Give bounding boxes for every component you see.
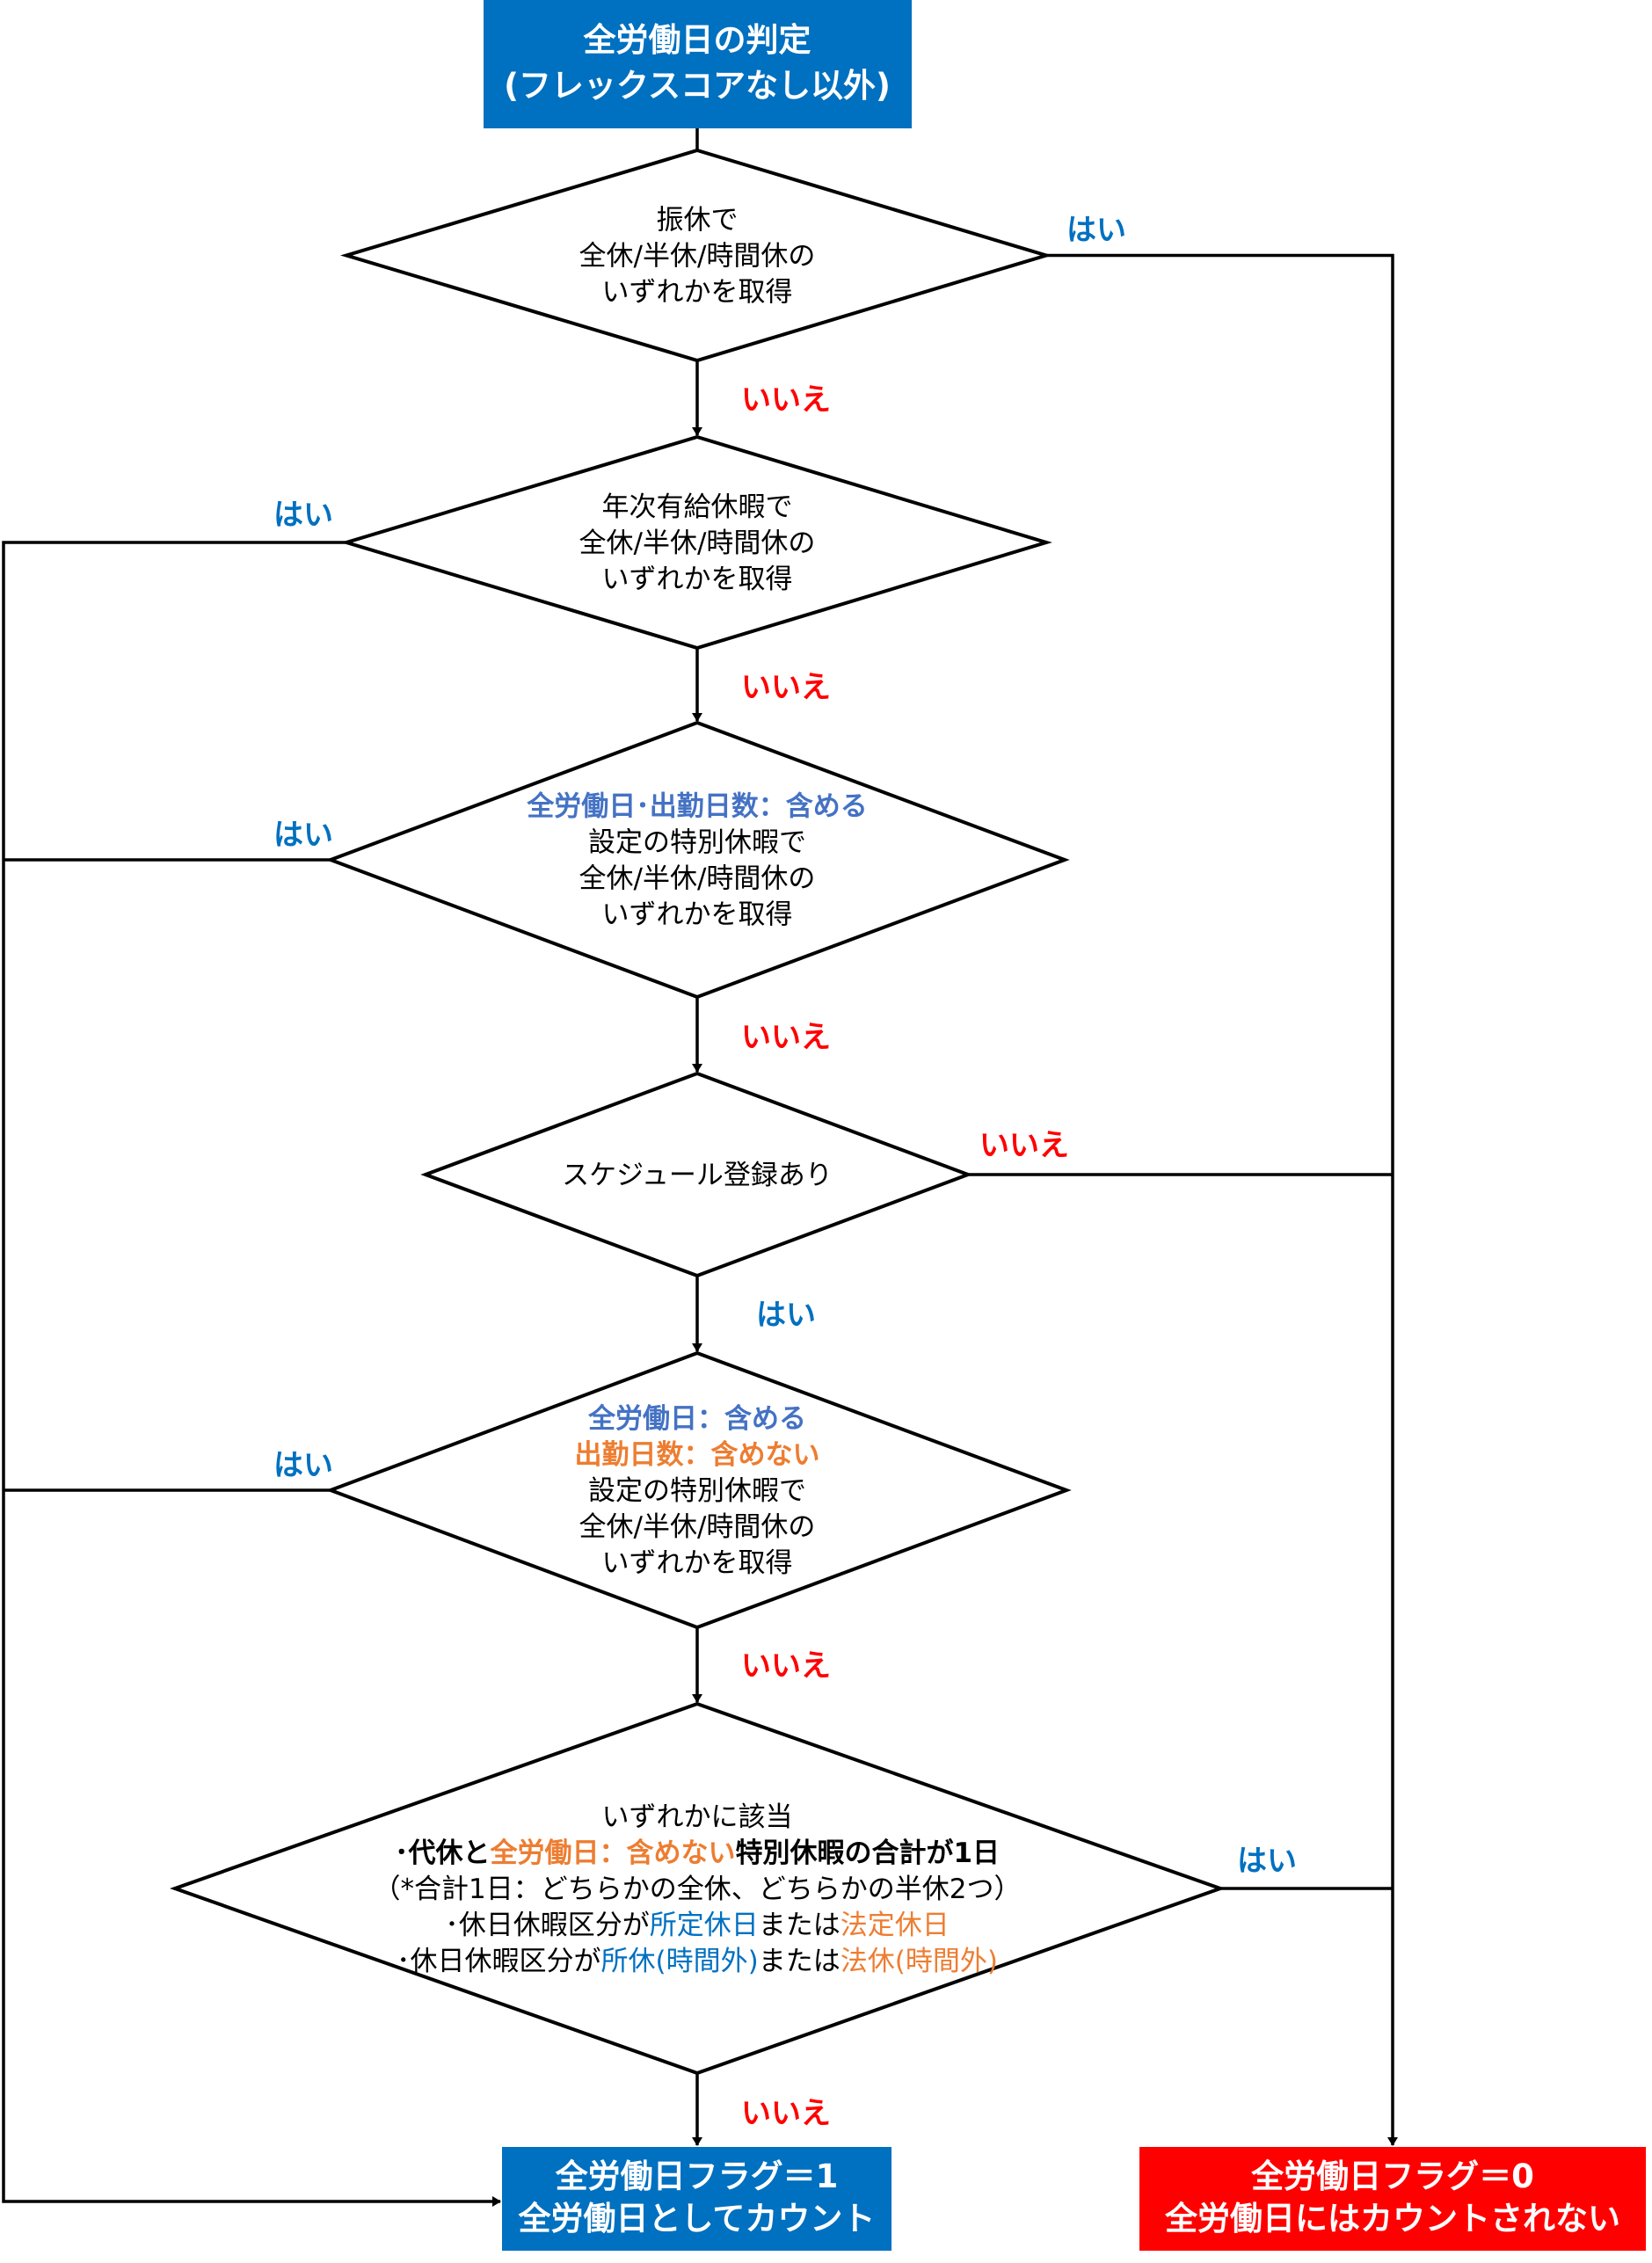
- label-yes: はい: [1066, 213, 1126, 248]
- label-yes: はい: [756, 1298, 816, 1333]
- decision-diamond: [325, 720, 1070, 1000]
- decision-text-segment: 設定の特別休暇で: [588, 827, 806, 859]
- decision-text-segment: 全休/半休/時間休の: [579, 241, 816, 273]
- decision-text-segment: ･休日休暇区分が: [397, 1946, 601, 1977]
- decision-text-segment: 法休(時間外): [841, 1946, 998, 1977]
- decision-text-line: いずれかを取得: [602, 1547, 793, 1579]
- label-no: いいえ: [741, 670, 831, 705]
- decision-text-line: いずれかを取得: [602, 564, 793, 595]
- decision-text-line: 振休で: [657, 205, 739, 236]
- decision-text-segment: いずれかを取得: [602, 564, 793, 595]
- decision-text-line: ･休日休暇区分が所休(時間外)または法休(時間外): [397, 1946, 998, 1977]
- start-title-line: 全労働日の判定: [583, 21, 811, 59]
- decision-text-segment: 振休で: [657, 205, 739, 236]
- label-no: いいえ: [979, 1128, 1069, 1163]
- label-no: いいえ: [741, 1020, 831, 1055]
- not-count-result-box: [1139, 2147, 1646, 2251]
- connector-yes-to-count: [2, 541, 501, 2207]
- decision-text-segment: ･代休と: [395, 1837, 491, 1869]
- decision-text-segment: いずれかを取得: [602, 1547, 793, 1579]
- decision-diamond: [340, 148, 1052, 363]
- decision-text-segment: 設定の特別休暇で: [588, 1475, 806, 1507]
- decision-text-segment: （*合計1日：どちらかの全休、どちらかの半休2つ）: [374, 1874, 1022, 1905]
- decision-text-segment: ･休日休暇区分が: [445, 1910, 650, 1941]
- decision-text-line: スケジュール登録あり: [562, 1160, 833, 1191]
- decision-text-line: 全休/半休/時間休の: [579, 241, 816, 273]
- label-no: いいえ: [741, 1648, 831, 1684]
- count-result-box: [502, 2147, 891, 2251]
- decision-text-segment: 法定休日: [841, 1910, 950, 1941]
- decision-text-segment: 全労働日：含める: [587, 1403, 806, 1435]
- decision-text-line: いずれかを取得: [602, 277, 793, 309]
- decision-text-line: （*合計1日：どちらかの全休、どちらかの半休2つ）: [374, 1874, 1022, 1905]
- label-yes: はい: [273, 498, 333, 533]
- decision-text-line: いずれかに該当: [602, 1801, 793, 1833]
- decision-text-line: 全休/半休/時間休の: [579, 528, 816, 559]
- label-yes: はい: [273, 1448, 333, 1483]
- decision-text-line: 年次有給休暇で: [602, 491, 793, 523]
- decision-diamond: [169, 1701, 1226, 2076]
- label-no: いいえ: [741, 382, 831, 418]
- decision-text-line: ･代休と全労働日：含めない特別休暇の合計が1日: [395, 1837, 1000, 1869]
- decision-diamond: [420, 1071, 973, 1278]
- decision-text-segment: スケジュール登録あり: [562, 1160, 833, 1191]
- connector-yes-to-not-count: [1046, 253, 1398, 2146]
- decision-text-segment: 全休/半休/時間休の: [579, 1511, 816, 1543]
- nodes: 全労働日の判定 (フレックスコアなし以外) 振休で全休/半休/時間休のいずれかを取得…: [169, 0, 1646, 2251]
- result-text-line: 全労働日フラグ＝1: [555, 2157, 839, 2195]
- connectors: [2, 128, 1398, 2207]
- start-box: [484, 0, 912, 128]
- decision-text-line: いずれかを取得: [602, 899, 793, 931]
- decision-text-segment: 出勤日数：含めない: [575, 1439, 820, 1471]
- decision-text-line: 全休/半休/時間休の: [579, 1511, 816, 1543]
- decision-text-line: 全労働日･出勤日数：含める: [526, 791, 868, 823]
- decision-text-segment: または: [759, 1910, 841, 1941]
- decision-text-segment: 所定休日: [650, 1910, 759, 1941]
- label-yes: はい: [273, 818, 333, 853]
- decision-text-segment: 全休/半休/時間休の: [579, 528, 816, 559]
- decision-text-line: 設定の特別休暇で: [588, 827, 806, 859]
- decision-text-line: 全休/半休/時間休の: [579, 863, 816, 895]
- decision-diamond: [325, 1350, 1072, 1630]
- decision-diamond: [340, 434, 1052, 651]
- decision-text-segment: または: [759, 1946, 841, 1977]
- decision-text-segment: いずれかに該当: [602, 1801, 793, 1833]
- label-no: いいえ: [741, 2096, 831, 2131]
- label-yes: はい: [1237, 1844, 1297, 1879]
- decision-text-segment: 特別休暇の合計が1日: [735, 1837, 1000, 1869]
- decision-text-line: ･休日休暇区分が所定休日または法定休日: [445, 1910, 950, 1941]
- decision-text-line: 全労働日：含める: [587, 1403, 806, 1435]
- decision-text-segment: 全労働日：含めない: [489, 1837, 735, 1869]
- result-text-line: 全労働日フラグ＝0: [1250, 2157, 1534, 2195]
- decision-text-segment: 年次有給休暇で: [602, 491, 793, 523]
- decision-text-line: 出勤日数：含めない: [575, 1439, 820, 1471]
- result-text-line: 全労働日としてカウント: [518, 2200, 876, 2238]
- decision-text-line: 設定の特別休暇で: [588, 1475, 806, 1507]
- start-title-line: (フレックスコアなし以外): [504, 67, 891, 105]
- decision-text-segment: いずれかを取得: [602, 899, 793, 931]
- decision-text-segment: いずれかを取得: [602, 277, 793, 309]
- result-text-line: 全労働日にはカウントされない: [1164, 2200, 1620, 2238]
- decision-text-segment: 全労働日･出勤日数：含める: [526, 791, 868, 823]
- decision-text-segment: 全休/半休/時間休の: [579, 863, 816, 895]
- decision-text-segment: 所休(時間外): [601, 1946, 759, 1977]
